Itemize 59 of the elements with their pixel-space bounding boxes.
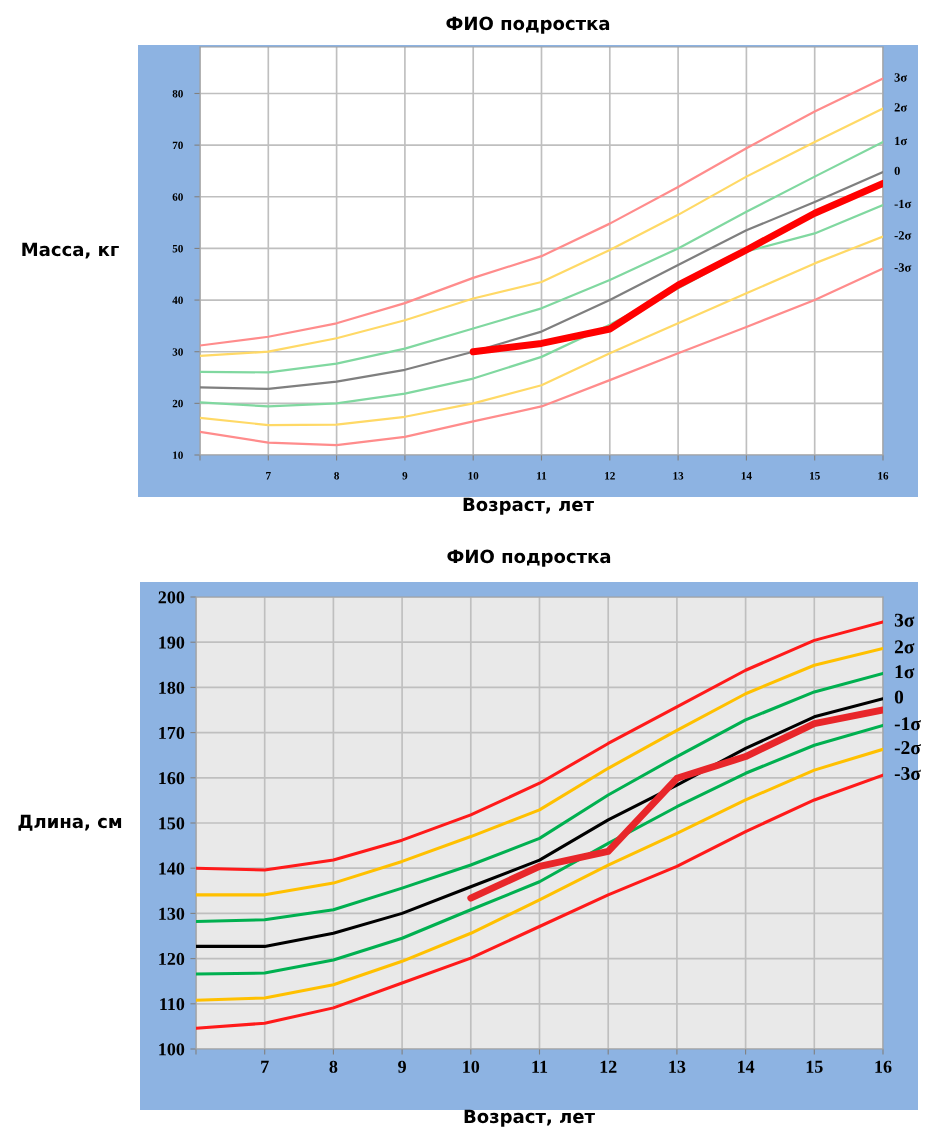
y-tick-label: 180 — [159, 681, 185, 694]
series-label: -3σ — [894, 263, 912, 272]
y-axis-title: Длина, см — [18, 814, 122, 831]
x-tick-label: 9 — [402, 472, 408, 480]
x-tick-label: 16 — [875, 1060, 892, 1073]
y-tick-label: 150 — [159, 817, 185, 830]
x-tick-label: 12 — [600, 1060, 617, 1073]
y-tick-label: 40 — [172, 296, 183, 305]
x-tick-label: 14 — [738, 1060, 755, 1073]
series-label: -2σ — [894, 741, 921, 755]
chart-title: ФИО подростка — [446, 16, 610, 34]
chart-title: ФИО подростка — [447, 549, 611, 567]
series-label: 3σ — [894, 613, 915, 627]
x-tick-label: 11 — [537, 472, 547, 480]
y-tick-label: 50 — [172, 244, 183, 253]
x-tick-label: 13 — [673, 472, 684, 480]
y-axis-title: Масса, кг — [22, 242, 119, 259]
series-label: 3σ — [894, 73, 908, 82]
series-label: 1σ — [895, 136, 908, 146]
x-tick-label: 8 — [334, 471, 340, 480]
y-tick-label: 160 — [159, 772, 185, 785]
x-tick-label: 11 — [532, 1060, 548, 1073]
series-label: 0 — [894, 166, 900, 176]
x-tick-label: 15 — [806, 1060, 823, 1073]
x-tick-label: 12 — [605, 472, 615, 480]
x-tick-label: 13 — [669, 1060, 686, 1073]
x-tick-label: 7 — [266, 472, 271, 480]
x-tick-label: 9 — [398, 1060, 406, 1073]
y-tick-label: 190 — [159, 636, 185, 649]
y-tick-label: 120 — [159, 952, 185, 966]
x-axis-title: Возраст, лет — [464, 1109, 595, 1127]
series-label: -1σ — [894, 717, 921, 731]
y-tick-label: 80 — [172, 89, 183, 98]
x-tick-label: 14 — [741, 472, 752, 480]
series-label: -3σ — [894, 766, 921, 780]
y-tick-label: 10 — [173, 451, 183, 459]
y-tick-label: 110 — [160, 998, 185, 1011]
series-label: -2σ — [894, 231, 912, 240]
y-tick-label: 20 — [172, 399, 183, 408]
x-tick-label: 15 — [810, 472, 820, 480]
series-label: 2σ — [894, 103, 908, 112]
x-tick-label: 8 — [329, 1060, 338, 1073]
y-tick-label: 130 — [159, 907, 185, 920]
y-tick-label: 170 — [159, 726, 185, 740]
y-tick-label: 100 — [159, 1043, 185, 1056]
y-tick-label: 30 — [172, 348, 183, 356]
y-tick-label: 140 — [159, 862, 185, 875]
y-tick-label: 70 — [172, 141, 183, 150]
series-label: 1σ — [895, 665, 915, 679]
series-label: 0 — [894, 690, 904, 704]
x-axis-title: Возраст, лет — [463, 497, 594, 515]
y-tick-label: 60 — [172, 193, 183, 201]
x-tick-label: 10 — [468, 471, 479, 480]
series-label: 2σ — [894, 640, 915, 654]
x-tick-label: 16 — [878, 472, 889, 480]
x-tick-label: 10 — [463, 1060, 480, 1073]
y-tick-label: 200 — [158, 591, 185, 604]
series-label: -1σ — [894, 199, 912, 209]
x-tick-label: 7 — [261, 1060, 269, 1073]
